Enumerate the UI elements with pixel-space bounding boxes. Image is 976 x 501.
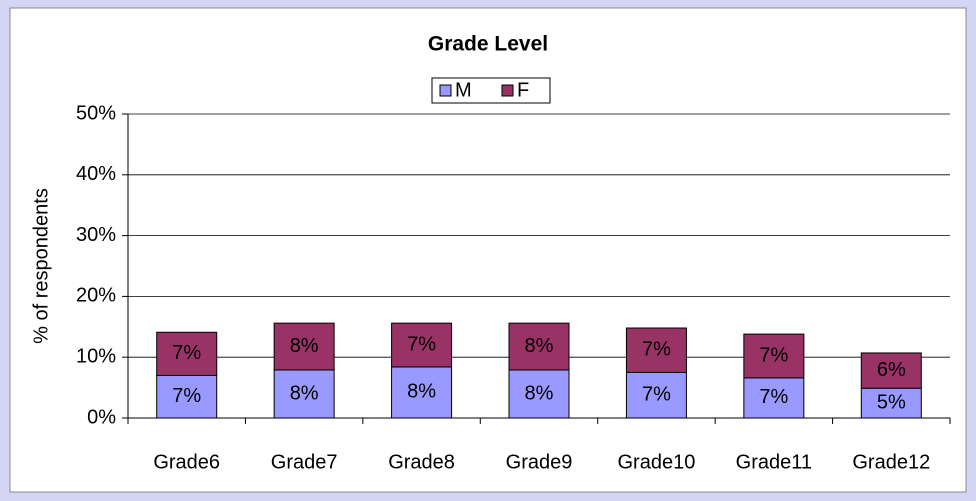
- chart-title: Grade Level: [428, 33, 548, 56]
- x-tick-label: Grade10: [618, 451, 696, 473]
- y-axis-label: % of respondents: [30, 188, 52, 344]
- legend-swatch: [501, 84, 514, 97]
- legend-label: M: [455, 79, 472, 101]
- data-label: 6%: [877, 359, 906, 381]
- bar-segment: [273, 322, 335, 371]
- legend-label: F: [517, 79, 529, 101]
- bar-segment: [860, 352, 922, 389]
- bar-segment: [156, 331, 218, 376]
- x-tick-label: Grade12: [852, 451, 930, 473]
- x-tick-label: Grade6: [153, 451, 220, 473]
- bar-segment: [625, 371, 687, 419]
- bar-segment: [273, 369, 335, 419]
- data-label: 8%: [290, 382, 319, 404]
- data-label: 7%: [759, 344, 788, 366]
- y-tick-label: 20%: [76, 285, 116, 307]
- bar-segment: [508, 369, 570, 419]
- legend-swatch: [439, 84, 452, 97]
- data-label: 8%: [525, 382, 554, 404]
- y-tick-label: 40%: [76, 163, 116, 185]
- data-label: 7%: [759, 386, 788, 408]
- data-label: 8%: [525, 335, 554, 357]
- x-tick-label: Grade9: [506, 451, 573, 473]
- data-label: 7%: [172, 385, 201, 407]
- bar-segment: [156, 374, 218, 419]
- y-tick-label: 0%: [87, 406, 116, 428]
- data-label: 5%: [877, 391, 906, 413]
- data-label: 7%: [407, 333, 436, 355]
- y-tick-label: 50%: [76, 102, 116, 124]
- data-label: 7%: [172, 342, 201, 364]
- bar-segment: [860, 387, 922, 419]
- x-tick-label: Grade8: [388, 451, 455, 473]
- bar-segment: [625, 327, 687, 373]
- data-label: 8%: [407, 381, 436, 403]
- data-label: 7%: [642, 338, 671, 360]
- data-label: 7%: [642, 383, 671, 405]
- bar-segment: [391, 322, 453, 368]
- data-label: 8%: [290, 335, 319, 357]
- y-tick-label: 10%: [76, 345, 116, 367]
- x-tick-label: Grade11: [736, 451, 812, 473]
- bar-segment: [391, 366, 453, 419]
- legend-box: [431, 77, 551, 104]
- bar-segment: [743, 333, 805, 379]
- bar-segment: [508, 322, 570, 371]
- x-tick-label: Grade7: [271, 451, 338, 473]
- y-tick-label: 30%: [76, 224, 116, 246]
- bar-segment: [743, 377, 805, 419]
